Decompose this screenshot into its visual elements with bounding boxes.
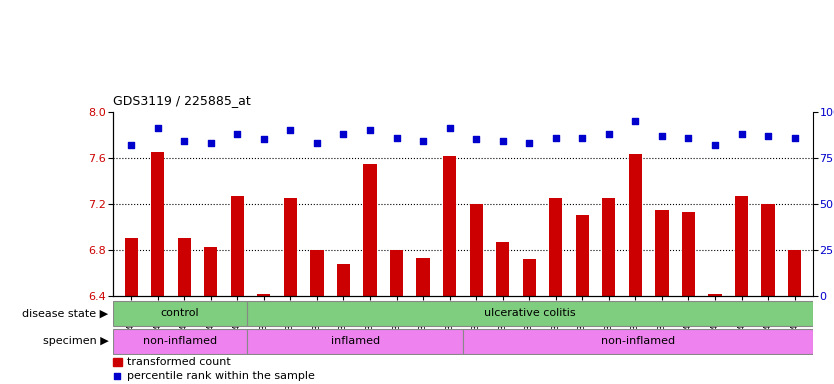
Point (629, 118, 642, 124)
Bar (248, 329, 463, 354)
Point (364, 127, 377, 133)
Point (761, 132, 775, 139)
Bar (781, 296, 808, 384)
Point (443, 125, 456, 131)
Bar (364, 164, 377, 296)
Bar (231, 196, 244, 296)
Bar (416, 258, 430, 296)
Bar (735, 196, 748, 296)
Point (602, 131, 615, 137)
Bar (113, 329, 248, 354)
Point (310, 140, 324, 146)
Bar (304, 296, 330, 384)
Bar (602, 198, 615, 296)
Point (416, 138, 430, 144)
Bar (755, 296, 781, 384)
Bar (389, 250, 403, 296)
Bar (384, 296, 409, 384)
Bar (436, 296, 463, 384)
Bar (124, 238, 138, 296)
Bar (250, 296, 277, 384)
Bar (337, 264, 350, 296)
Bar (144, 296, 171, 384)
Bar (656, 210, 669, 296)
Bar (701, 296, 728, 384)
Text: GDS3119 / 225885_at: GDS3119 / 225885_at (113, 94, 250, 107)
Point (389, 134, 403, 141)
Bar (569, 296, 595, 384)
Point (681, 134, 695, 141)
Point (231, 131, 244, 137)
Point (470, 136, 483, 142)
Bar (708, 294, 721, 296)
Point (575, 134, 589, 141)
Bar (523, 259, 535, 296)
Bar (330, 296, 357, 384)
Bar (257, 294, 270, 296)
Point (257, 136, 270, 142)
Text: control: control (161, 308, 199, 318)
Bar (516, 296, 542, 384)
Bar (542, 296, 569, 384)
Bar (310, 250, 324, 296)
Bar (575, 215, 589, 296)
Point (178, 138, 191, 144)
Point (788, 134, 801, 141)
Bar (284, 198, 297, 296)
Point (124, 142, 138, 148)
Text: ulcerative colitis: ulcerative colitis (485, 308, 576, 318)
Bar (761, 204, 775, 296)
Bar (357, 296, 384, 384)
Point (284, 127, 297, 133)
Bar (463, 296, 490, 384)
Point (151, 125, 164, 131)
Bar (113, 301, 248, 326)
Point (496, 138, 510, 144)
Bar (224, 296, 250, 384)
Bar (649, 296, 676, 384)
Bar (463, 329, 813, 354)
Bar (490, 296, 516, 384)
Bar (629, 154, 642, 296)
Bar (681, 212, 695, 296)
Text: non-inflamed: non-inflamed (601, 336, 675, 346)
Bar (178, 238, 191, 296)
Bar (113, 358, 122, 366)
Bar (277, 296, 304, 384)
Point (111, 373, 124, 379)
Text: disease state ▶: disease state ▶ (23, 309, 108, 319)
Text: specimen ▶: specimen ▶ (43, 336, 108, 346)
Point (708, 142, 721, 148)
Bar (622, 296, 649, 384)
Bar (443, 156, 456, 296)
Point (337, 131, 350, 137)
Text: inflamed: inflamed (330, 336, 379, 346)
Bar (409, 296, 436, 384)
Bar (496, 242, 510, 296)
Bar (549, 198, 562, 296)
Bar (204, 247, 218, 296)
Bar (676, 296, 701, 384)
Bar (470, 204, 483, 296)
Bar (198, 296, 224, 384)
Text: percentile rank within the sample: percentile rank within the sample (127, 371, 314, 381)
Bar (728, 296, 755, 384)
Point (204, 140, 218, 146)
Bar (595, 296, 622, 384)
Point (523, 140, 536, 146)
Point (735, 131, 748, 137)
Point (549, 134, 562, 141)
Text: transformed count: transformed count (127, 357, 230, 367)
Bar (248, 301, 813, 326)
Bar (151, 152, 164, 296)
Bar (171, 296, 198, 384)
Point (656, 132, 669, 139)
Bar (118, 296, 144, 384)
Text: non-inflamed: non-inflamed (143, 336, 217, 346)
Bar (788, 250, 801, 296)
